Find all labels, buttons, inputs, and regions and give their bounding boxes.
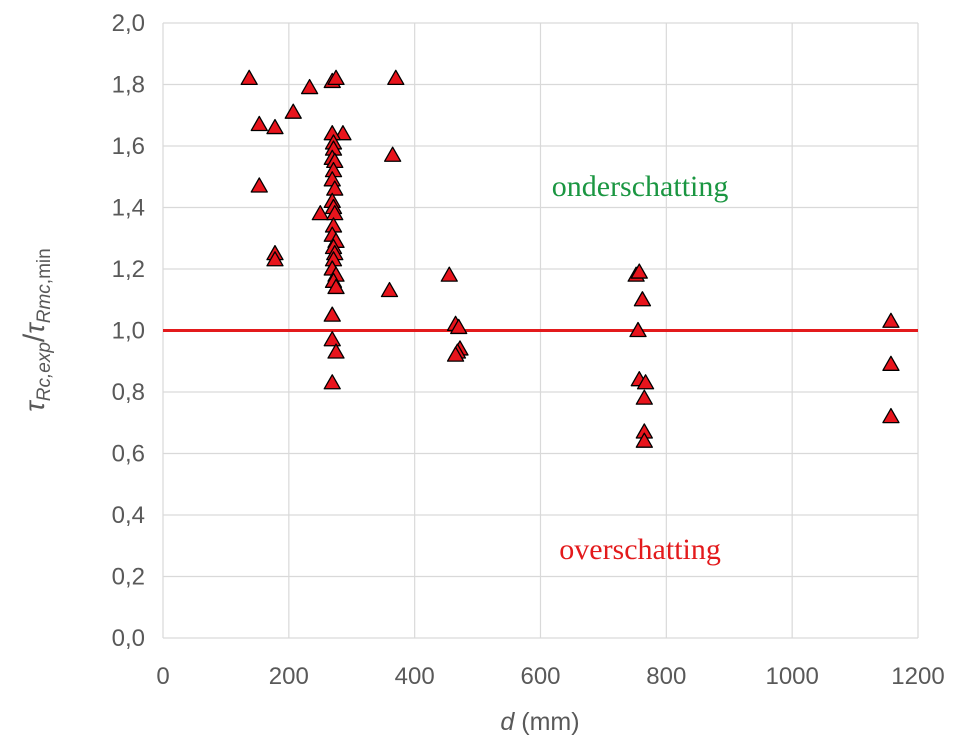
data-point — [635, 432, 653, 448]
data-point — [383, 146, 402, 162]
data-point — [450, 318, 468, 335]
data-point — [300, 78, 319, 95]
y-tick-label: 1,2 — [112, 256, 145, 283]
data-point — [250, 177, 268, 193]
data-points — [240, 69, 900, 448]
y-tick-label: 0,4 — [112, 502, 145, 529]
data-point — [327, 343, 345, 359]
data-point — [323, 306, 341, 322]
y-axis-label: τRc,exp/τRmc,min — [18, 248, 55, 411]
y-axis-tau-1: τ — [19, 400, 50, 412]
x-axis-label-unit: (mm) — [514, 708, 579, 736]
x-tick-label: 1000 — [765, 663, 818, 690]
data-point — [633, 291, 652, 307]
annotation: overschatting — [559, 533, 721, 566]
y-tick-label: 0,6 — [112, 441, 145, 468]
data-point — [284, 103, 302, 119]
x-tick-label: 600 — [520, 663, 560, 690]
data-point — [635, 389, 653, 405]
y-tick-label: 2,0 — [112, 10, 145, 37]
x-axis-label: d (mm) — [500, 708, 579, 736]
y-axis-sub-2b: ,min — [34, 248, 55, 284]
data-point — [387, 69, 405, 85]
y-tick-label: 1,4 — [112, 195, 145, 222]
y-axis-slash: / — [18, 333, 51, 342]
data-point — [266, 118, 284, 135]
data-point — [323, 374, 341, 390]
data-point — [327, 69, 345, 85]
y-tick-label: 0,8 — [112, 379, 145, 406]
data-point — [323, 331, 341, 347]
annotation: onderschatting — [552, 170, 729, 203]
data-point — [250, 115, 268, 132]
data-point — [326, 180, 344, 196]
x-tick-label: 400 — [395, 663, 435, 690]
data-point — [882, 312, 900, 328]
data-point — [446, 346, 465, 362]
data-point — [311, 204, 329, 221]
data-point — [440, 266, 458, 282]
data-point — [327, 278, 345, 295]
data-point — [629, 321, 647, 338]
y-tick-label: 1,8 — [112, 72, 145, 99]
x-tick-label: 0 — [156, 663, 169, 690]
y-tick-label: 1,0 — [112, 318, 145, 345]
y-axis-sub-1: Rc,exp — [34, 342, 55, 401]
data-point — [882, 355, 900, 371]
data-point — [882, 407, 900, 424]
x-tick-label: 200 — [269, 663, 309, 690]
data-point — [240, 69, 258, 85]
annotations: onderschatting overschatting — [552, 170, 729, 566]
y-axis-tau-2: τ — [19, 322, 50, 334]
data-point — [266, 251, 284, 267]
data-point — [630, 263, 648, 279]
data-point — [380, 281, 399, 298]
y-tick-label: 0,2 — [112, 564, 145, 591]
tick-labels: 0 200 400 600 800 1000 1200 0,0 0,2 0,4 0,6 0,8 1,0 1… — [112, 10, 945, 690]
x-axis-label-var: d — [500, 708, 515, 736]
y-axis-sub-2a: Rmc — [34, 284, 55, 324]
y-tick-label: 0,0 — [112, 625, 145, 652]
data-point — [636, 374, 655, 390]
y-tick-label: 1,6 — [112, 133, 145, 160]
x-tick-label: 1200 — [891, 663, 944, 690]
x-tick-label: 800 — [646, 663, 686, 690]
